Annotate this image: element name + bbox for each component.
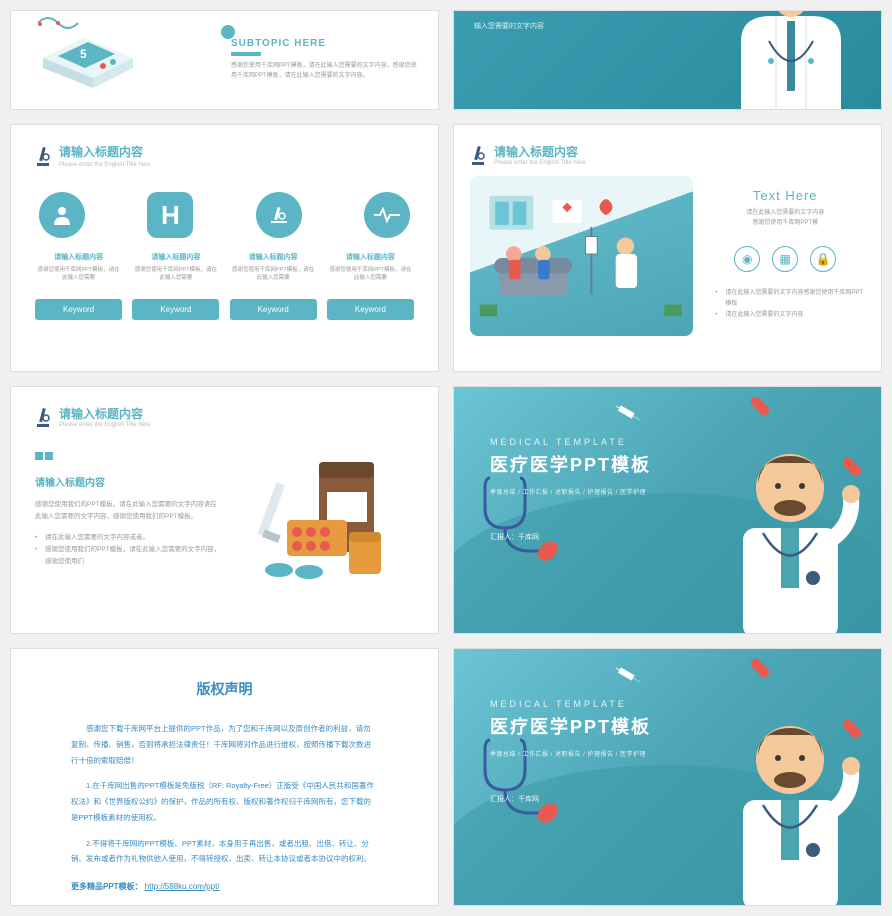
slide3-label-row: 请输入标题内容感谢您使用千库网PPT模板，请在此输入您需要 请输入标题内容感谢您… — [35, 252, 414, 283]
slide-5: 请输入标题内容 Please enter the English Title h… — [10, 386, 439, 634]
text-here-heading: Text Here — [705, 188, 865, 203]
slide1-textblock: SUBTOPIC HERE 感谢您使用千库网PPT模板，请在此输入您需要的文字内… — [231, 38, 418, 81]
mini-icon-2: ▦ — [772, 246, 798, 272]
keyword-button-2[interactable]: Keyword — [132, 299, 219, 320]
medicine-illustration — [249, 452, 409, 592]
cover-chi: 医疗医学PPT模板 — [490, 713, 651, 739]
cartoon-doctor — [703, 710, 873, 905]
slide5-subtitle: Please enter the English Title here. — [59, 422, 152, 428]
mini-icon-1: ◉ — [734, 246, 760, 272]
slide-7-copyright: 版权声明 感谢您下载千库网平台上提供的PPT作品，为了您和千库网以及原创作者的利… — [10, 648, 439, 906]
slide-grid: 5 SUBTOPIC HERE 感谢您使用千库网PPT模板，请在此输入您需要的文… — [10, 10, 882, 906]
cover-eng: MEDICAL TEMPLATE — [490, 437, 651, 447]
hospital-icon: H — [147, 192, 193, 238]
slide3-col-1: 请输入标题内容感谢您使用千库网PPT模板，请在此输入您需要 — [35, 252, 122, 283]
doctor-illustration — [701, 10, 881, 110]
accent-squares — [35, 452, 221, 460]
slide3-title: 请输入标题内容 — [59, 143, 152, 160]
copyright-p3: 2.不得将千库网的PPT模板、PPT素材，本身用于再出售，或者出租、出借、转让、… — [71, 836, 378, 868]
foot-label: 更多精品PPT模板： — [71, 882, 143, 891]
keyword-button-4[interactable]: Keyword — [327, 299, 414, 320]
cover-chi: 医疗医学PPT模板 — [490, 451, 651, 477]
microscope-icon — [470, 144, 486, 166]
subtopic-label: SUBTOPIC HERE — [231, 38, 418, 49]
slide-4: 请输入标题内容 Please enter the English Title h… — [453, 124, 882, 372]
cartoon-doctor — [703, 438, 873, 633]
copyright-title: 版权声明 — [71, 679, 378, 699]
cover-text: MEDICAL TEMPLATE 医疗医学PPT模板 季度总结 / 工作汇报 /… — [490, 437, 651, 542]
cover-tags: 季度总结 / 工作汇报 / 述职报告 / 护理报告 / 医学护理 — [490, 487, 651, 496]
accent-bar — [231, 52, 261, 56]
slide3-subtitle: Please enter the English Title here. — [59, 162, 152, 168]
bullet-2: 请在此输入您需要的文字内容 — [715, 310, 865, 321]
slide4-subtitle: Please enter the English Title here. — [494, 160, 587, 166]
slide-3: 请输入标题内容 Please enter the English Title h… — [10, 124, 439, 372]
copyright-p2: 1.在千库网出售的PPT模板是免版税（RF: Royalty-Free）正版受《… — [71, 778, 378, 825]
slide4-right-panel: Text Here 请在此输入您需要的文字内容 感谢您使用千库网PPT模 ◉ ▦… — [705, 176, 865, 336]
hospital-room-illustration — [470, 176, 693, 336]
slide3-col-4: 请输入标题内容感谢您使用千库网PPT模板，请在此输入您需要 — [327, 252, 414, 283]
cover-text: MEDICAL TEMPLATE 医疗医学PPT模板 季度总结 / 工作汇报 /… — [490, 699, 651, 804]
cover-author: 汇报人：千库网 — [490, 532, 651, 542]
mini-icon-3: 🔒 — [810, 246, 836, 272]
slide5-b2: 感谢您使用我们的PPT模板，请在此输入您需要的文字内容，感谢您使用们 — [35, 544, 221, 567]
cover-tags: 季度总结 / 工作汇报 / 述职报告 / 护理报告 / 医学护理 — [490, 749, 651, 758]
device-illustration: 5 — [23, 10, 153, 103]
test-tube-icon — [749, 395, 772, 418]
pulse-icon — [364, 192, 410, 238]
bullet-1: 请在此输入您需要的文字内容感谢您使用千库网PPT模板 — [715, 288, 865, 310]
slide-2: 输入您需要的文字内容 — [453, 10, 882, 110]
slide5-title: 请输入标题内容 — [59, 405, 152, 422]
slide5-header: 请输入标题内容 Please enter the English Title h… — [35, 405, 414, 428]
slide4-mini-icons: ◉ ▦ 🔒 — [705, 246, 865, 272]
text-here-sub: 请在此输入您需要的文字内容 感谢您使用千库网PPT模 — [705, 209, 865, 228]
slide3-col-2: 请输入标题内容感谢您使用千库网PPT模板，请在此输入您需要 — [132, 252, 219, 283]
svg-text:5: 5 — [80, 47, 87, 61]
foot-link[interactable]: http://588ku.com/ppt/ — [145, 882, 220, 891]
slide3-button-row: Keyword Keyword Keyword Keyword — [35, 299, 414, 320]
slide-8-cover: MEDICAL TEMPLATE 医疗医学PPT模板 季度总结 / 工作汇报 /… — [453, 648, 882, 906]
copyright-p1: 感谢您下载千库网平台上提供的PPT作品，为了您和千库网以及原创作者的利益，请勿复… — [71, 721, 378, 768]
slide4-bullets: 请在此输入您需要的文字内容感谢您使用千库网PPT模板 请在此输入您需要的文字内容 — [705, 288, 865, 320]
slide4-body: Text Here 请在此输入您需要的文字内容 感谢您使用千库网PPT模 ◉ ▦… — [470, 176, 865, 336]
slide5-left: 请输入标题内容 感谢您使用我们的PPT模板，请在此输入您需要的文字内容请在此输入… — [35, 452, 221, 592]
test-tube-icon — [749, 657, 772, 680]
slide4-header: 请输入标题内容 Please enter the English Title h… — [470, 143, 865, 166]
microscope-icon — [35, 145, 51, 167]
syringe-icon — [614, 403, 642, 424]
slide5-body: 请输入标题内容 感谢您使用我们的PPT模板，请在此输入您需要的文字内容请在此输入… — [35, 452, 414, 592]
cover-author: 汇报人：千库网 — [490, 794, 651, 804]
slide-6-cover: MEDICAL TEMPLATE 医疗医学PPT模板 季度总结 / 工作汇报 /… — [453, 386, 882, 634]
slide5-h2: 请输入标题内容 — [35, 474, 221, 489]
slide-1: 5 SUBTOPIC HERE 感谢您使用千库网PPT模板，请在此输入您需要的文… — [10, 10, 439, 110]
syringe-icon — [614, 665, 642, 686]
slide5-right — [245, 452, 414, 592]
slide3-header: 请输入标题内容 Please enter the English Title h… — [35, 143, 414, 168]
slide5-b1: 请在此输入您需要的文字内容或者。 — [35, 532, 221, 544]
subtopic-text: 感谢您使用千库网PPT模板，请在此输入您需要的文字内容，感谢您使用千库网PPT模… — [231, 62, 418, 81]
copyright-foot: 更多精品PPT模板： http://588ku.com/ppt/ — [71, 881, 378, 892]
cover-eng: MEDICAL TEMPLATE — [490, 699, 651, 709]
microscope-circle-icon — [256, 192, 302, 238]
person-icon — [39, 192, 85, 238]
keyword-button-1[interactable]: Keyword — [35, 299, 122, 320]
microscope-icon — [35, 406, 51, 428]
slide4-title: 请输入标题内容 — [494, 143, 587, 160]
globe-icon — [221, 25, 235, 39]
slide3-icon-row: H — [35, 192, 414, 238]
slide3-col-3: 请输入标题内容感谢您使用千库网PPT模板，请在此输入您需要 — [230, 252, 317, 283]
slide5-p: 感谢您使用我们的PPT模板，请在此输入您需要的文字内容请在此输入您需要的文字内容… — [35, 499, 221, 522]
keyword-button-3[interactable]: Keyword — [230, 299, 317, 320]
